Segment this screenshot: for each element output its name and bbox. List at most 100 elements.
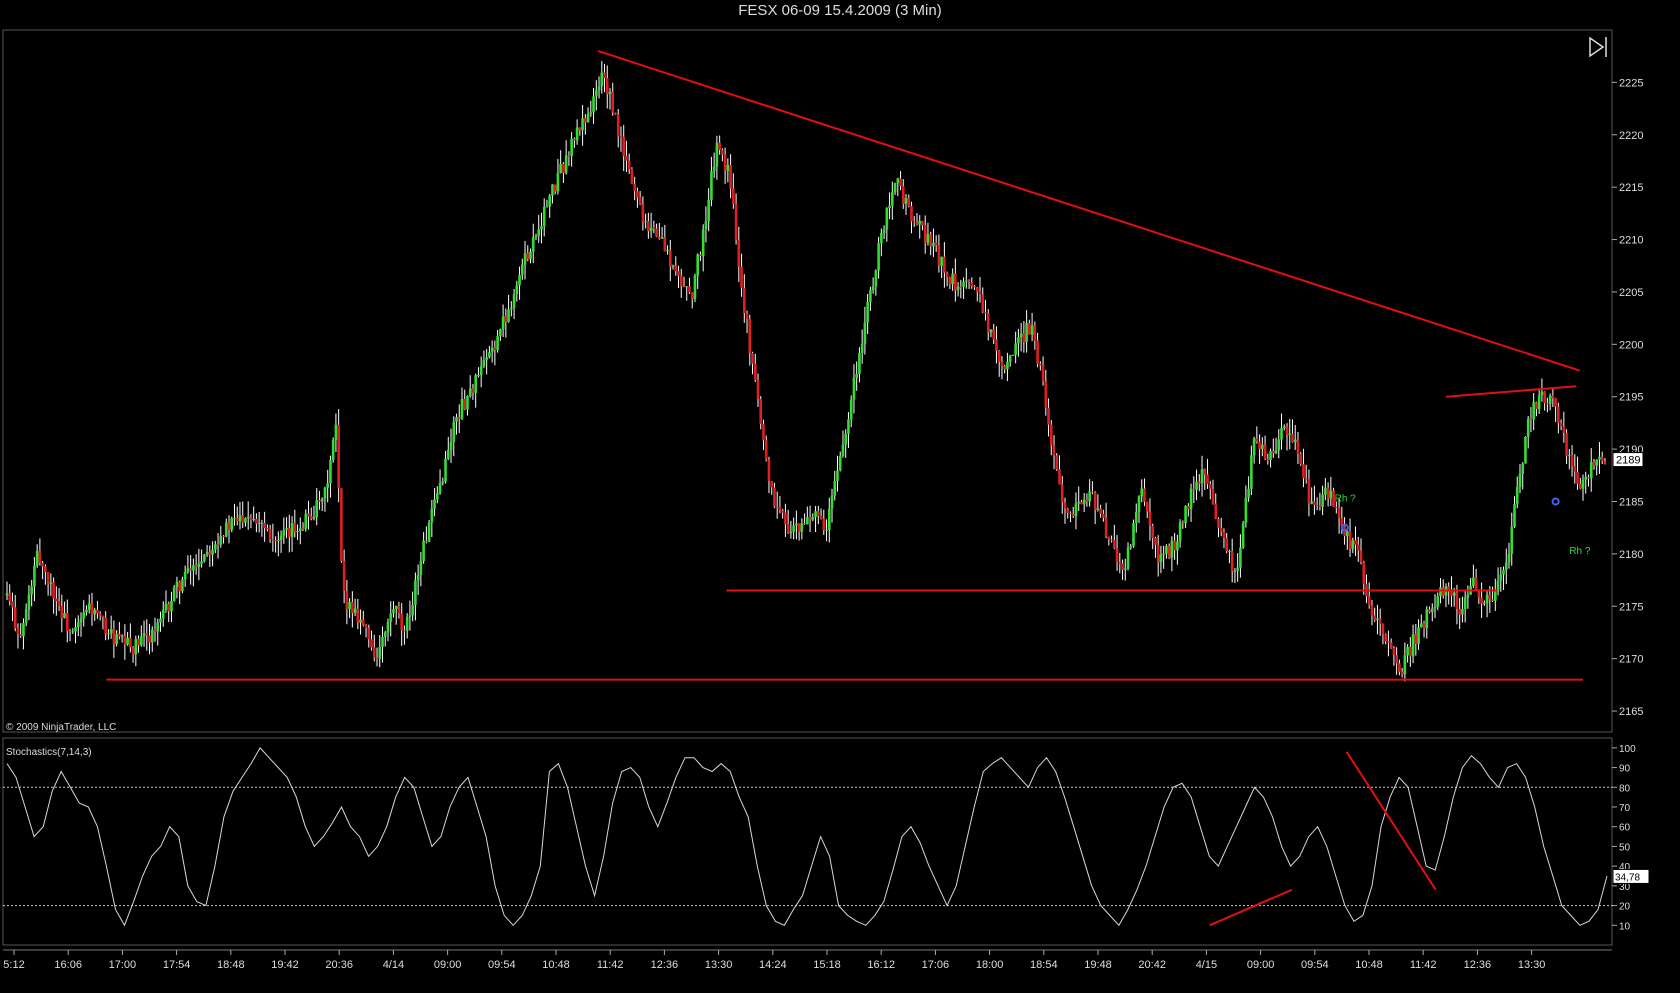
x-tick-label: 20:36	[325, 959, 353, 971]
candle-down	[1477, 590, 1481, 598]
candle-down	[375, 657, 379, 659]
candle-down	[945, 272, 949, 278]
candle-up	[1077, 501, 1080, 504]
candle-up	[142, 633, 146, 637]
candle-down	[216, 544, 220, 546]
candle-up	[581, 118, 584, 131]
candle-up	[507, 309, 510, 322]
price-tick-label: 2165	[1619, 706, 1643, 718]
candle-down	[178, 581, 181, 592]
candle-down	[1576, 471, 1579, 484]
rh-label: Rh ?	[1569, 546, 1591, 557]
candle-up	[1019, 333, 1023, 338]
candle-down	[764, 440, 768, 460]
candle-up	[1241, 522, 1245, 548]
candle-down	[751, 352, 754, 364]
candle-up	[5, 593, 9, 596]
x-tick-label: 17:00	[109, 959, 137, 971]
candle-up	[594, 90, 598, 97]
candle-down	[1387, 641, 1390, 643]
candle-up	[1466, 594, 1470, 598]
candle-down	[8, 593, 12, 602]
candle-up	[844, 433, 848, 445]
candle-down	[1587, 476, 1590, 479]
candle-up	[1288, 433, 1292, 436]
candle-up	[159, 618, 162, 623]
candle-up	[896, 178, 900, 184]
candle-up	[1521, 463, 1525, 474]
candle-up	[520, 264, 524, 275]
candle-down	[984, 312, 987, 314]
candle-down	[929, 234, 932, 247]
candle-up	[795, 523, 798, 526]
candle-down	[1219, 527, 1223, 532]
candle-down	[274, 540, 277, 542]
candle-up	[940, 256, 943, 266]
candle-down	[1299, 453, 1303, 465]
candle-up	[660, 237, 664, 239]
candle-down	[1181, 522, 1185, 524]
last-stoch-value: 34,78	[1615, 872, 1640, 883]
candle-down	[627, 160, 631, 169]
candle-down	[68, 631, 72, 633]
candle-down	[652, 227, 656, 229]
candle-up	[904, 198, 908, 204]
candle-up	[1310, 501, 1313, 504]
price-tick-label: 2175	[1619, 601, 1643, 613]
x-tick-label: 12:36	[651, 959, 679, 971]
candle-up	[331, 439, 335, 461]
candle-down	[167, 603, 171, 612]
window-title: FESX 06-09 15.4.2009 (3 Min)	[738, 2, 942, 19]
candle-up	[348, 602, 351, 610]
skip-to-end-icon[interactable]	[1589, 36, 1607, 58]
candle-down	[1304, 478, 1308, 480]
candle-down	[1578, 483, 1582, 489]
candle-up	[1499, 574, 1503, 581]
candle-up	[175, 581, 179, 588]
candle-up	[186, 568, 190, 572]
candle-down	[655, 228, 658, 237]
candle-down	[641, 204, 645, 223]
candle-up	[608, 91, 612, 95]
candle-up	[501, 316, 505, 330]
candle-down	[241, 515, 245, 523]
candle-up	[1261, 444, 1264, 450]
candle-down	[362, 619, 365, 626]
stochastics-line	[6, 747, 1608, 927]
candle-up	[246, 516, 250, 519]
candle-up	[1236, 567, 1239, 571]
candle-down	[1022, 333, 1026, 342]
candle-down	[1573, 466, 1577, 472]
candle-down	[658, 236, 661, 239]
candle-down	[101, 615, 105, 618]
stochastics-panel	[2, 737, 1613, 946]
candle-down	[403, 630, 406, 632]
candle-down	[1603, 461, 1607, 464]
candle-down	[690, 292, 694, 299]
candle-up	[479, 366, 483, 376]
candle-down	[1028, 323, 1031, 335]
candle-down	[1378, 618, 1382, 624]
candle-down	[1271, 451, 1275, 454]
candle-up	[381, 636, 384, 648]
candle-down	[1000, 361, 1004, 367]
candle-down	[1562, 426, 1566, 433]
candle-down	[756, 380, 760, 399]
candle-up	[1239, 547, 1242, 568]
candle-down	[1192, 488, 1196, 490]
candle-down	[921, 220, 924, 226]
candle-down	[1044, 381, 1048, 408]
candle-up	[1247, 488, 1250, 498]
candle-down	[1121, 563, 1124, 570]
candle-down	[1332, 490, 1335, 507]
candle-down	[553, 184, 557, 192]
candle-down	[1143, 488, 1146, 502]
candle-up	[649, 227, 653, 232]
candle-down	[567, 155, 571, 157]
candle-down	[493, 347, 497, 351]
candle-down	[1208, 484, 1212, 489]
candle-up	[589, 112, 593, 114]
candle-up	[82, 612, 86, 619]
candle-up	[326, 483, 329, 488]
